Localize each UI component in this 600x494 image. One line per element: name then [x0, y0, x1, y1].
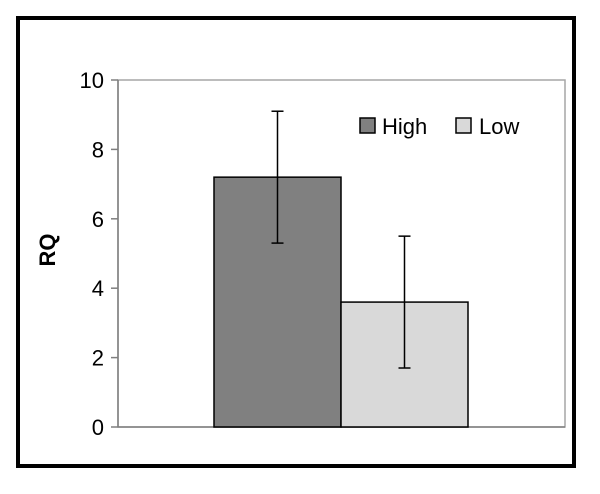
y-tick-label: 10: [80, 68, 104, 93]
y-tick-label: 6: [92, 207, 104, 232]
y-tick-label: 4: [92, 276, 104, 301]
y-tick-label: 8: [92, 137, 104, 162]
y-tick-label: 2: [92, 346, 104, 371]
legend: High Low: [360, 114, 519, 139]
legend-swatch-high: [360, 118, 375, 133]
y-tick-label: 0: [92, 415, 104, 440]
legend-swatch-low: [456, 118, 471, 133]
bars: [214, 177, 468, 427]
y-axis-label: RQ: [35, 234, 60, 267]
legend-label-low: Low: [479, 114, 519, 139]
legend-label-high: High: [382, 114, 427, 139]
